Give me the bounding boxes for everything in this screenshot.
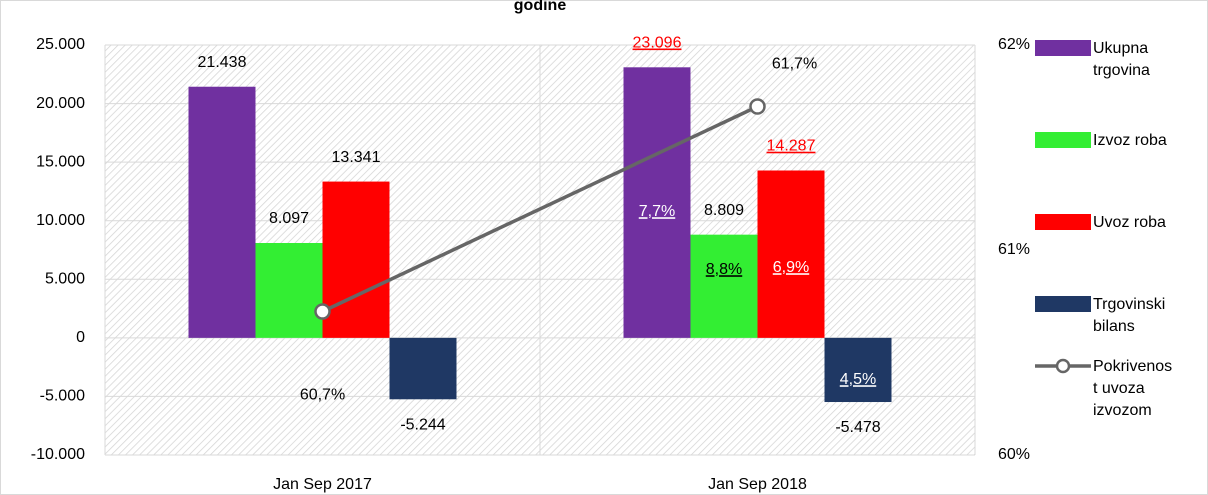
value-label: -5.244 (400, 417, 445, 434)
legend-label: Uvoz roba (1093, 214, 1166, 231)
change-label: 6,9% (773, 259, 809, 276)
bar (389, 337, 457, 400)
bar (623, 67, 691, 338)
legend-swatch (1035, 132, 1091, 148)
line-value-label: 60,7% (300, 387, 345, 404)
value-label: 14.287 (767, 138, 816, 155)
value-label: 21.438 (198, 54, 247, 71)
line (321, 104, 759, 314)
legend-item: Uvoz roba (1035, 212, 1175, 234)
legend-item: Izvoz roba (1035, 130, 1175, 152)
y2-tick-label: 62% (998, 36, 1030, 53)
value-label: 13.341 (332, 149, 381, 166)
bar (824, 337, 892, 403)
x-tick-label: Jan Sep 2018 (708, 476, 807, 493)
bar (757, 170, 825, 338)
legend-swatch (1035, 358, 1091, 374)
legend-label: Trgovinski bilans (1093, 296, 1166, 335)
line-point (314, 303, 331, 320)
change-label: 4,5% (840, 371, 876, 388)
change-label: 8,8% (706, 261, 742, 278)
legend-item: Pokrivenost uvoza izvozom (1035, 356, 1175, 422)
chart-title: godine (514, 0, 567, 14)
legend-label: Ukupna trgovina (1093, 40, 1150, 79)
legend-swatch (1035, 296, 1091, 312)
change-label: 7,7% (639, 203, 675, 220)
x-tick-label: Jan Sep 2017 (273, 476, 372, 493)
line-value-label: 61,7% (772, 56, 817, 73)
legend-swatch (1035, 40, 1091, 56)
legend-line (1035, 358, 1091, 374)
legend-swatch (1035, 214, 1091, 230)
bar (255, 243, 323, 338)
bar (322, 181, 390, 338)
legend-label: Izvoz roba (1093, 132, 1167, 149)
y2-tick-label: 60% (998, 446, 1030, 463)
y-tick-label: 15.000 (36, 153, 85, 170)
y-tick-label: 25.000 (36, 36, 85, 53)
y-tick-label: 5.000 (45, 271, 85, 288)
value-label: 8.097 (269, 210, 309, 227)
bar (690, 234, 758, 338)
y-tick-label: 0 (76, 329, 85, 346)
y2-tick-label: 61% (998, 241, 1030, 258)
legend-item: Trgovinski bilans (1035, 294, 1175, 338)
line-point (749, 98, 766, 115)
y-tick-label: 10.000 (36, 212, 85, 229)
legend-item: Ukupna trgovina (1035, 38, 1175, 82)
legend-label: Pokrivenost uvoza izvozom (1093, 358, 1173, 419)
y-tick-label: -5.000 (40, 388, 85, 405)
value-label: -5.478 (835, 419, 880, 436)
value-label: 8.809 (704, 202, 744, 219)
y-tick-label: 20.000 (36, 95, 85, 112)
y-tick-label: -10.000 (31, 446, 85, 463)
bar (188, 86, 256, 338)
value-label: 23.096 (633, 35, 682, 52)
